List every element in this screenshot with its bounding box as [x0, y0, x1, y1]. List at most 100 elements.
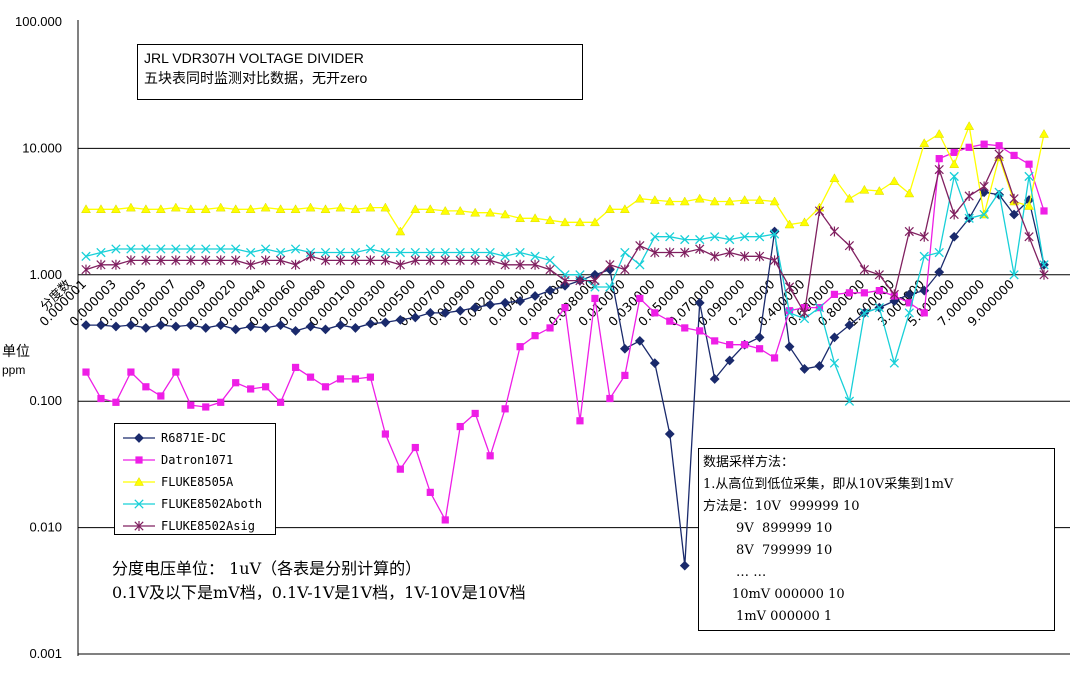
- data-point: [830, 290, 839, 298]
- data-point: [112, 398, 120, 406]
- data-point: [784, 219, 795, 229]
- data-point: [995, 142, 1003, 150]
- data-point: [664, 429, 675, 439]
- data-point: [185, 320, 196, 331]
- data-point: [920, 309, 928, 317]
- data-point: [335, 247, 346, 258]
- data-point: [889, 289, 899, 300]
- legend-swatch-marker: [134, 433, 144, 443]
- data-point: [305, 251, 316, 262]
- data-point: [320, 247, 331, 258]
- data-point: [290, 244, 301, 254]
- data-point: [679, 560, 690, 571]
- data-point: [260, 202, 271, 212]
- data-point: [545, 264, 555, 275]
- data-point: [485, 207, 496, 217]
- data-point: [1039, 128, 1049, 138]
- data-point: [155, 320, 166, 331]
- legend-label: FLUKE8505A: [161, 475, 234, 489]
- data-point: [979, 187, 990, 198]
- data-point: [350, 255, 361, 266]
- data-point: [426, 488, 434, 496]
- data-point: [859, 308, 870, 318]
- data-point: [96, 320, 106, 331]
- data-point: [710, 232, 720, 242]
- data-point: [709, 374, 720, 384]
- data-point: [604, 204, 615, 214]
- data-point: [260, 244, 271, 254]
- data-point: [200, 323, 211, 333]
- data-point: [440, 247, 450, 258]
- data-point: [814, 302, 825, 313]
- data-point: [575, 275, 585, 286]
- data-point: [141, 244, 151, 254]
- data-point: [531, 332, 539, 340]
- data-point: [1009, 193, 1019, 204]
- data-point: [590, 282, 600, 292]
- legend-swatch: [123, 433, 155, 443]
- data-point: [829, 226, 840, 237]
- data-point: [500, 209, 511, 219]
- data-point: [619, 204, 630, 214]
- data-point: [681, 324, 689, 332]
- data-point: [769, 196, 780, 206]
- data-point: [172, 368, 180, 376]
- legend-label: R6871E-DC: [161, 431, 227, 445]
- data-point: [679, 196, 690, 206]
- data-point: [650, 247, 660, 258]
- data-point: [111, 259, 121, 270]
- series-fluke8502asig: [81, 149, 1049, 318]
- data-point: [949, 171, 959, 182]
- data-point: [829, 332, 840, 343]
- data-point: [335, 255, 346, 266]
- data-point: [515, 213, 526, 223]
- data-point: [141, 255, 151, 266]
- data-point: [471, 409, 479, 418]
- data-point: [395, 314, 406, 325]
- series-fluke8505a: [81, 121, 1049, 236]
- data-point: [680, 247, 690, 258]
- data-point: [486, 452, 494, 460]
- data-point: [605, 282, 615, 292]
- data-point: [739, 232, 750, 242]
- data-point: [470, 255, 480, 266]
- y-axis-label-text: 单位: [2, 344, 30, 360]
- data-point: [530, 259, 540, 270]
- method-line: 方法是：10V 999999 10: [703, 499, 860, 514]
- unit-note-line-1: 分度电压单位： 1uV（各表是分别计算的）: [112, 559, 422, 578]
- method-box: 数据采样方法： 1.从高位到低位采集，即从10V采集到1mV 方法是：10V 999…: [698, 448, 1055, 631]
- method-line: 1.从高位到低位采集，即从10V采集到1mV: [703, 477, 954, 492]
- data-point: [516, 343, 524, 351]
- data-point: [170, 202, 181, 212]
- data-point: [365, 318, 376, 329]
- data-point: [81, 251, 91, 261]
- data-point: [874, 186, 885, 195]
- data-point: [964, 191, 974, 202]
- data-point: [561, 304, 569, 312]
- data-point: [96, 247, 106, 258]
- data-point: [380, 247, 391, 258]
- data-point: [410, 247, 420, 258]
- method-line: 9V 899999 10: [703, 521, 833, 536]
- data-point: [979, 181, 989, 192]
- method-line: 8V 799999 10: [703, 543, 833, 558]
- data-point: [395, 259, 405, 270]
- data-point: [485, 255, 495, 266]
- data-point: [187, 401, 195, 409]
- data-point: [590, 217, 600, 227]
- data-point: [440, 255, 450, 266]
- data-point: [649, 358, 660, 369]
- data-point: [859, 264, 869, 275]
- data-point: [770, 354, 779, 362]
- data-point: [125, 320, 136, 331]
- data-point: [125, 202, 136, 212]
- data-point: [829, 358, 840, 368]
- data-point: [859, 184, 870, 194]
- data-point: [232, 379, 240, 387]
- data-point: [262, 383, 270, 391]
- data-point: [127, 368, 135, 376]
- data-point: [739, 195, 750, 204]
- data-point: [366, 373, 375, 381]
- data-point: [636, 294, 644, 303]
- data-point: [545, 215, 555, 225]
